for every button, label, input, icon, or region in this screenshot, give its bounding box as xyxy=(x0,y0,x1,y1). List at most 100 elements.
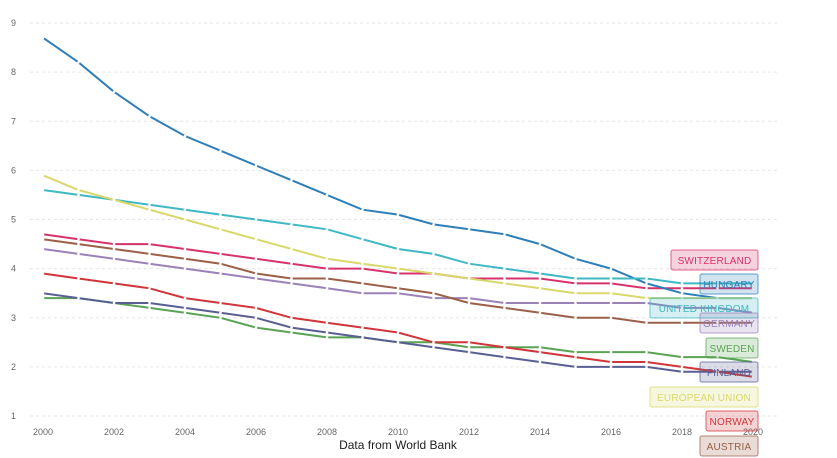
data-point xyxy=(219,262,222,266)
data-point xyxy=(361,237,364,241)
x-tick-label: 2014 xyxy=(530,427,550,437)
legend-item-switzerland[interactable]: SWITZERLAND xyxy=(670,249,759,271)
data-point xyxy=(503,306,506,310)
data-point xyxy=(538,272,542,275)
data-point xyxy=(538,301,542,305)
data-point xyxy=(183,267,187,270)
data-point xyxy=(609,301,613,305)
data-point xyxy=(680,355,684,359)
data-point xyxy=(112,90,116,94)
data-point xyxy=(77,242,80,246)
data-point xyxy=(325,228,329,231)
legend-label: GERMANY xyxy=(703,319,755,330)
data-point xyxy=(396,291,400,295)
data-point xyxy=(432,291,435,295)
y-tick-label: 4 xyxy=(11,264,16,274)
data-point xyxy=(254,277,258,280)
data-point xyxy=(41,237,45,241)
legend-box xyxy=(699,273,759,295)
data-point xyxy=(219,252,222,256)
data-point xyxy=(254,306,258,310)
legend-item-european-union[interactable]: EUROPEAN UNION xyxy=(649,386,759,408)
data-point xyxy=(41,36,45,40)
data-point xyxy=(183,296,187,300)
data-point xyxy=(396,247,400,251)
data-point xyxy=(751,375,755,379)
data-point xyxy=(290,262,293,266)
series-line-hungary[interactable] xyxy=(42,36,753,300)
data-point xyxy=(148,203,151,207)
legend-label: AUSTRIA xyxy=(707,442,752,453)
data-point xyxy=(645,277,648,280)
data-point xyxy=(254,326,258,329)
data-point xyxy=(325,267,329,270)
data-point xyxy=(574,277,577,280)
data-point xyxy=(503,282,506,285)
data-point xyxy=(148,306,151,310)
x-tick-label: 2020 xyxy=(743,427,763,437)
data-point xyxy=(41,296,45,300)
legend-item-germany[interactable]: GERMANY xyxy=(699,312,759,334)
data-point xyxy=(112,257,116,261)
data-point xyxy=(148,208,151,211)
x-axis-label: Data from World Bank xyxy=(339,438,458,452)
data-point xyxy=(716,370,719,374)
data-point xyxy=(112,198,116,202)
data-point xyxy=(432,272,435,275)
legend-box xyxy=(705,410,759,432)
data-point xyxy=(325,336,329,339)
data-point xyxy=(148,252,151,256)
legend-item-finland[interactable]: FINLAND xyxy=(699,361,759,383)
data-point xyxy=(467,301,471,305)
data-point xyxy=(254,316,258,320)
data-point xyxy=(112,242,116,246)
data-point xyxy=(716,321,719,324)
data-point xyxy=(645,360,648,364)
legend-item-hungary[interactable]: HUNGARY xyxy=(699,273,759,295)
data-point xyxy=(41,247,45,251)
data-point xyxy=(41,232,45,236)
legend-box xyxy=(670,249,759,271)
data-point xyxy=(645,286,648,290)
data-point xyxy=(148,242,151,246)
data-point xyxy=(77,237,80,241)
data-point xyxy=(325,277,329,280)
data-point xyxy=(538,360,542,364)
data-point xyxy=(503,301,506,305)
data-point xyxy=(290,277,293,280)
x-tick-label: 2008 xyxy=(317,427,337,437)
data-point xyxy=(112,282,116,285)
data-point xyxy=(290,247,293,251)
data-point xyxy=(254,218,258,221)
series-line-austria[interactable] xyxy=(42,238,753,324)
data-point xyxy=(538,350,542,354)
data-point xyxy=(396,286,400,290)
series-line-switzerland[interactable] xyxy=(42,233,753,290)
y-tick-label: 7 xyxy=(11,116,16,126)
legend-item-sweden[interactable]: SWEDEN xyxy=(705,337,759,359)
data-point xyxy=(290,326,293,329)
data-point xyxy=(574,257,577,261)
data-point xyxy=(574,365,577,369)
data-point xyxy=(574,316,577,320)
x-tick-label: 2006 xyxy=(246,427,266,437)
data-point xyxy=(503,345,506,349)
data-point xyxy=(574,350,577,354)
data-point xyxy=(290,316,293,320)
data-point xyxy=(148,301,151,305)
data-point xyxy=(467,345,471,349)
data-point xyxy=(680,306,684,310)
data-point xyxy=(574,301,577,305)
y-tick-label: 1 xyxy=(11,411,16,421)
data-point xyxy=(325,321,329,324)
data-point xyxy=(41,188,45,192)
data-point xyxy=(538,311,542,315)
data-point xyxy=(432,296,435,300)
legend-item-austria[interactable]: AUSTRIA xyxy=(699,435,759,457)
data-point xyxy=(183,257,187,261)
data-point xyxy=(751,370,755,374)
data-point xyxy=(219,213,222,216)
data-point xyxy=(219,301,222,305)
data-point xyxy=(645,350,648,354)
legend-item-norway[interactable]: NORWAY xyxy=(705,410,759,432)
